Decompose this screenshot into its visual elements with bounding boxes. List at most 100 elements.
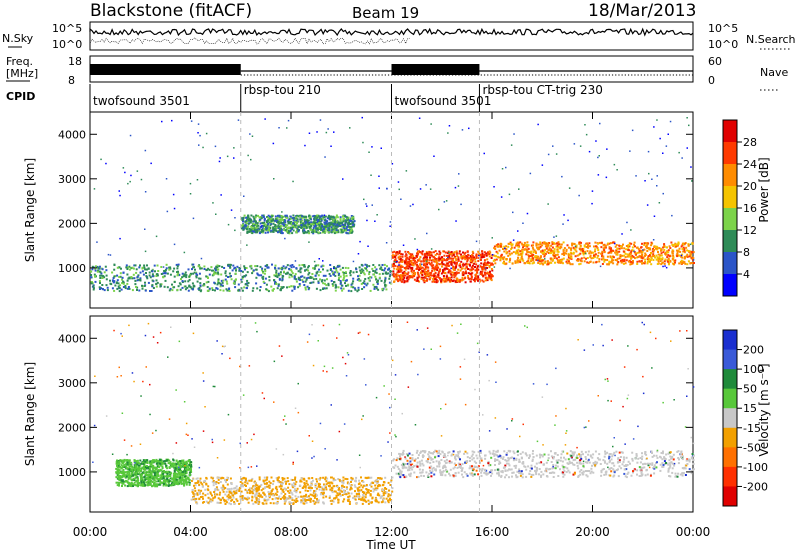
range-cell (556, 244, 559, 247)
range-cell (672, 263, 675, 266)
range-cell (257, 214, 259, 217)
range-cell (569, 255, 571, 258)
range-cell (245, 274, 248, 277)
range-cell (180, 473, 183, 476)
range-cell (186, 477, 189, 480)
range-cell (190, 287, 193, 290)
range-cell (286, 272, 288, 275)
range-cell (91, 268, 94, 271)
range-cell (389, 270, 392, 272)
range-cell (90, 281, 93, 284)
range-cell (113, 263, 116, 266)
range-cell (257, 494, 260, 497)
range-cell (227, 276, 229, 278)
range-cell (419, 251, 422, 253)
range-cell (323, 282, 326, 285)
range-cell (336, 216, 339, 219)
range-cell (574, 248, 577, 251)
range-cell (658, 256, 661, 259)
range-cell (262, 216, 265, 218)
range-cell (146, 466, 149, 469)
range-cell-sparse (261, 225, 263, 227)
range-cell (350, 290, 353, 293)
range-cell (146, 264, 148, 267)
range-cell (115, 281, 118, 284)
range-cell (555, 242, 558, 245)
range-cell (257, 224, 260, 227)
range-cell (463, 263, 466, 266)
range-cell (193, 271, 196, 274)
range-cell (452, 271, 455, 274)
range-cell (244, 220, 247, 223)
range-cell-sparse (161, 120, 163, 123)
range-cell (99, 271, 102, 274)
range-cell-sparse (371, 204, 373, 206)
range-cell (649, 252, 652, 255)
noise-search-trace (89, 37, 410, 45)
range-cell (307, 266, 310, 269)
range-cell-sparse (680, 254, 683, 257)
range-cell (416, 271, 419, 274)
range-cell-sparse (656, 175, 658, 177)
range-cell (181, 478, 184, 481)
range-cell (631, 249, 634, 252)
range-cell (549, 248, 551, 251)
range-cell (226, 488, 229, 491)
range-cell (395, 254, 398, 257)
range-cell (464, 270, 467, 273)
range-cell (363, 273, 366, 276)
range-cell (97, 269, 99, 272)
range-cell (469, 277, 472, 280)
range-cell (339, 275, 342, 278)
range-cell (315, 272, 318, 275)
range-cell (361, 288, 364, 290)
range-cell-sparse (631, 129, 634, 132)
range-cell (198, 288, 201, 291)
range-cell (213, 489, 216, 492)
range-cell (290, 266, 293, 269)
range-cell (139, 459, 142, 462)
range-cell (345, 229, 347, 232)
range-cell (688, 255, 691, 258)
range-cell (526, 248, 529, 251)
range-cell (589, 254, 592, 257)
range-cell (135, 466, 138, 469)
range-cell (317, 214, 320, 217)
range-cell (145, 470, 148, 473)
range-cell (283, 270, 285, 273)
range-cell (153, 466, 156, 469)
range-cell (154, 475, 156, 478)
range-cell (263, 498, 266, 501)
range-cell (590, 257, 593, 260)
range-cell (247, 215, 250, 218)
range-cell-sparse (584, 124, 586, 126)
range-cell (525, 245, 528, 248)
range-cell (287, 227, 289, 230)
range-cell (489, 273, 492, 275)
range-cell (329, 218, 331, 221)
range-cell (187, 268, 190, 271)
range-cell (553, 250, 556, 253)
range-cell (117, 282, 120, 285)
range-cell (502, 248, 504, 250)
range-cell (188, 471, 191, 474)
range-cell (674, 261, 676, 264)
range-cell (434, 254, 437, 257)
range-cell-sparse (633, 250, 635, 253)
range-cell-sparse (644, 180, 646, 182)
range-cell (436, 269, 439, 272)
range-cell (505, 258, 508, 260)
range-cell (332, 479, 335, 482)
range-cell-sparse (656, 119, 658, 121)
range-cell (135, 268, 138, 271)
range-cell (654, 256, 656, 259)
range-cell (348, 231, 351, 234)
range-cell (455, 250, 458, 253)
range-cell (425, 266, 428, 268)
range-cell (332, 271, 335, 274)
range-cell (637, 247, 640, 250)
range-cell (183, 463, 186, 466)
range-cell (323, 226, 326, 229)
range-cell (184, 475, 187, 478)
range-cell (153, 481, 156, 484)
